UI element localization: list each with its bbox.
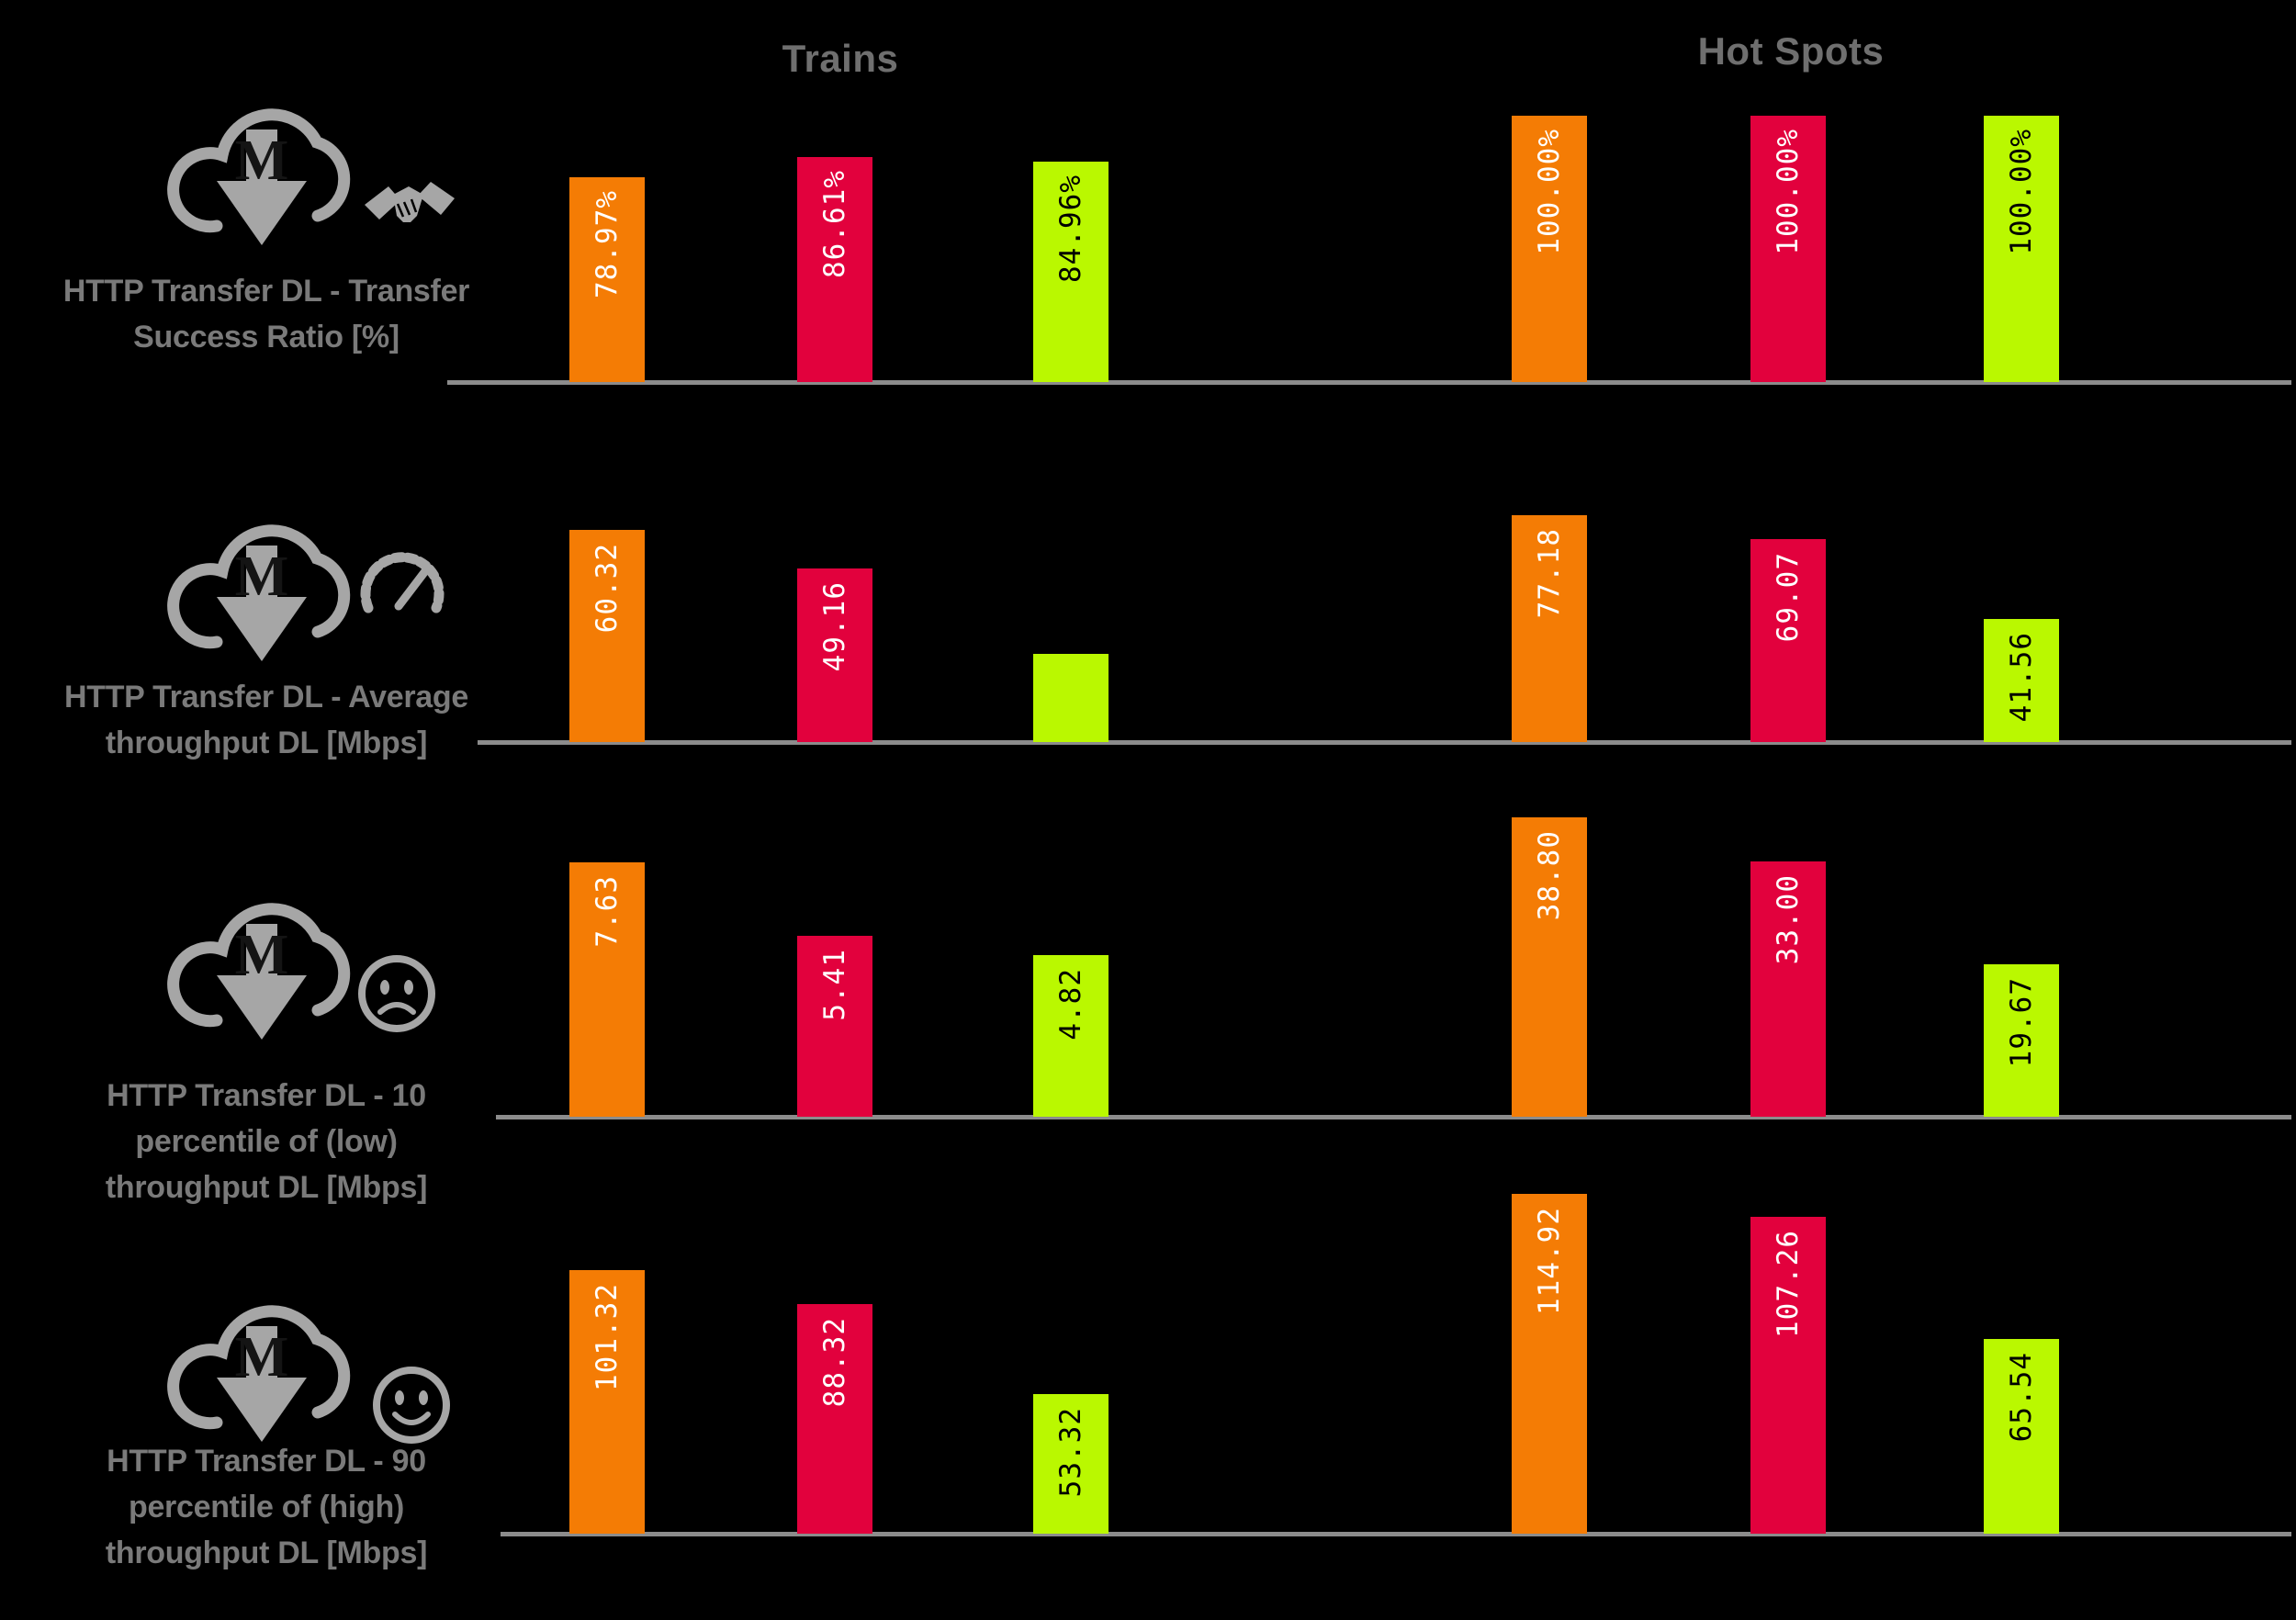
bar-value-label: 88.32 bbox=[818, 1317, 851, 1408]
bar-value-label: 4.82 bbox=[1054, 968, 1087, 1041]
bar-value-label: 65.54 bbox=[2005, 1352, 2038, 1443]
bar-hot-spots-series2 bbox=[1750, 116, 1826, 382]
axis-line bbox=[478, 740, 2291, 745]
bar-value-label: 100.00% bbox=[2005, 129, 2038, 255]
metric-icon: M bbox=[163, 1275, 361, 1458]
group-title-trains: Trains bbox=[782, 37, 899, 80]
cloud-download-icon: M bbox=[167, 903, 351, 1040]
bar-value-label: 53.32 bbox=[1054, 1407, 1087, 1498]
metric-label: HTTP Transfer DL - Average throughput DL … bbox=[23, 674, 510, 766]
bar-hot-spots-series1 bbox=[1512, 116, 1587, 382]
gauge-icon-wrap bbox=[356, 542, 448, 622]
bar-hot-spots-series2 bbox=[1750, 861, 1826, 1117]
group-title-hot-spots: Hot Spots bbox=[1697, 29, 1885, 73]
bar-value-label: 60.32 bbox=[591, 543, 624, 634]
svg-text:M: M bbox=[235, 546, 289, 608]
bar-value-label: 86.61% bbox=[818, 170, 851, 278]
metric-label-line: throughput DL [Mbps] bbox=[105, 726, 428, 760]
metric-icon: M bbox=[163, 78, 361, 262]
svg-text:M: M bbox=[235, 129, 289, 192]
bar-trains-series3 bbox=[1033, 1394, 1109, 1534]
bar-trains-series1 bbox=[569, 862, 645, 1117]
cloud-download-icon: M bbox=[167, 1305, 351, 1442]
bar-hot-spots-series1 bbox=[1512, 515, 1587, 742]
bar-trains-series2 bbox=[797, 936, 872, 1117]
metric-label-line: HTTP Transfer DL - Transfer bbox=[62, 274, 470, 309]
metric-label-line: throughput DL [Mbps] bbox=[105, 1536, 428, 1570]
axis-line bbox=[496, 1115, 2291, 1119]
bar-hot-spots-series1 bbox=[1512, 817, 1587, 1117]
bar-value-label: 69.07 bbox=[1772, 552, 1805, 643]
bar-hot-spots-series3 bbox=[1984, 1339, 2059, 1534]
bar-value-label: 114.92 bbox=[1533, 1207, 1566, 1315]
smiley-face-icon-wrap bbox=[371, 1365, 452, 1450]
cloud-download-icon: M bbox=[167, 524, 351, 661]
svg-text:M: M bbox=[235, 924, 289, 986]
sad-face-icon-wrap bbox=[356, 953, 437, 1039]
bar-value-label: 7.63 bbox=[591, 875, 624, 948]
bar-value-label: 107.26 bbox=[1772, 1230, 1805, 1338]
metric-label: HTTP Transfer DL - 90 percentile of (high… bbox=[23, 1438, 510, 1576]
bar-value-label: 38.80 bbox=[1533, 830, 1566, 921]
bar-hot-spots-series2 bbox=[1750, 1217, 1826, 1534]
metric-label-line: percentile of (low) bbox=[135, 1124, 398, 1159]
bar-trains-series2 bbox=[797, 568, 872, 742]
cloud-download-icon: M bbox=[167, 108, 351, 245]
bar-trains-series1 bbox=[569, 177, 645, 382]
metric-label-line: percentile of (high) bbox=[128, 1490, 404, 1524]
axis-line bbox=[447, 380, 2291, 385]
metric-label: HTTP Transfer DL - Transfer Success Ratio… bbox=[23, 268, 510, 360]
bar-value-label: 84.96% bbox=[1054, 174, 1087, 283]
bar-value-label: 78.97% bbox=[591, 190, 624, 298]
bar-value-label: 19.67 bbox=[2005, 977, 2038, 1068]
bar-trains-series3 bbox=[1033, 162, 1109, 382]
svg-text:M: M bbox=[235, 1326, 289, 1389]
metric-icon: M bbox=[163, 872, 361, 1056]
bar-value-label: 100.00% bbox=[1533, 129, 1566, 255]
handshake-icon-wrap bbox=[364, 174, 456, 253]
bar-value-label: 33.00 bbox=[1772, 874, 1805, 965]
bar-value-label: 100.00% bbox=[1772, 129, 1805, 255]
bar-trains-series2 bbox=[797, 1304, 872, 1534]
bar-trains-series1 bbox=[569, 530, 645, 742]
metric-label-line: throughput DL [Mbps] bbox=[105, 1170, 428, 1205]
bar-value-label: 41.56 bbox=[2005, 632, 2038, 723]
bar-hot-spots-series2 bbox=[1750, 539, 1826, 742]
metric-label-line: Success Ratio [%] bbox=[133, 320, 400, 354]
axis-line bbox=[501, 1532, 2291, 1536]
bar-value-label: 49.16 bbox=[818, 581, 851, 672]
bar-value-label: 101.32 bbox=[591, 1283, 624, 1391]
bar-value-label: 5.41 bbox=[818, 949, 851, 1021]
metric-label-line: HTTP Transfer DL - Average bbox=[63, 680, 468, 714]
smiley-face-icon bbox=[373, 1367, 450, 1444]
sad-face-icon bbox=[358, 955, 435, 1032]
gauge-icon bbox=[360, 552, 445, 613]
bar-trains-series2 bbox=[797, 157, 872, 382]
bar-trains-series3 bbox=[1033, 654, 1109, 742]
handshake-icon bbox=[365, 182, 455, 222]
bar-hot-spots-series1 bbox=[1512, 1194, 1587, 1534]
bar-trains-series3 bbox=[1033, 955, 1109, 1117]
metric-label-line: HTTP Transfer DL - 10 bbox=[107, 1078, 426, 1113]
bar-trains-series1 bbox=[569, 1270, 645, 1534]
metric-label: HTTP Transfer DL - 10 percentile of (low)… bbox=[23, 1073, 510, 1210]
bar-hot-spots-series3 bbox=[1984, 116, 2059, 382]
metric-label-line: HTTP Transfer DL - 90 bbox=[107, 1444, 426, 1479]
bar-value-label: 77.18 bbox=[1533, 528, 1566, 619]
bar-hot-spots-series3 bbox=[1984, 619, 2059, 742]
metric-icon: M bbox=[163, 494, 361, 678]
bar-hot-spots-series3 bbox=[1984, 964, 2059, 1117]
